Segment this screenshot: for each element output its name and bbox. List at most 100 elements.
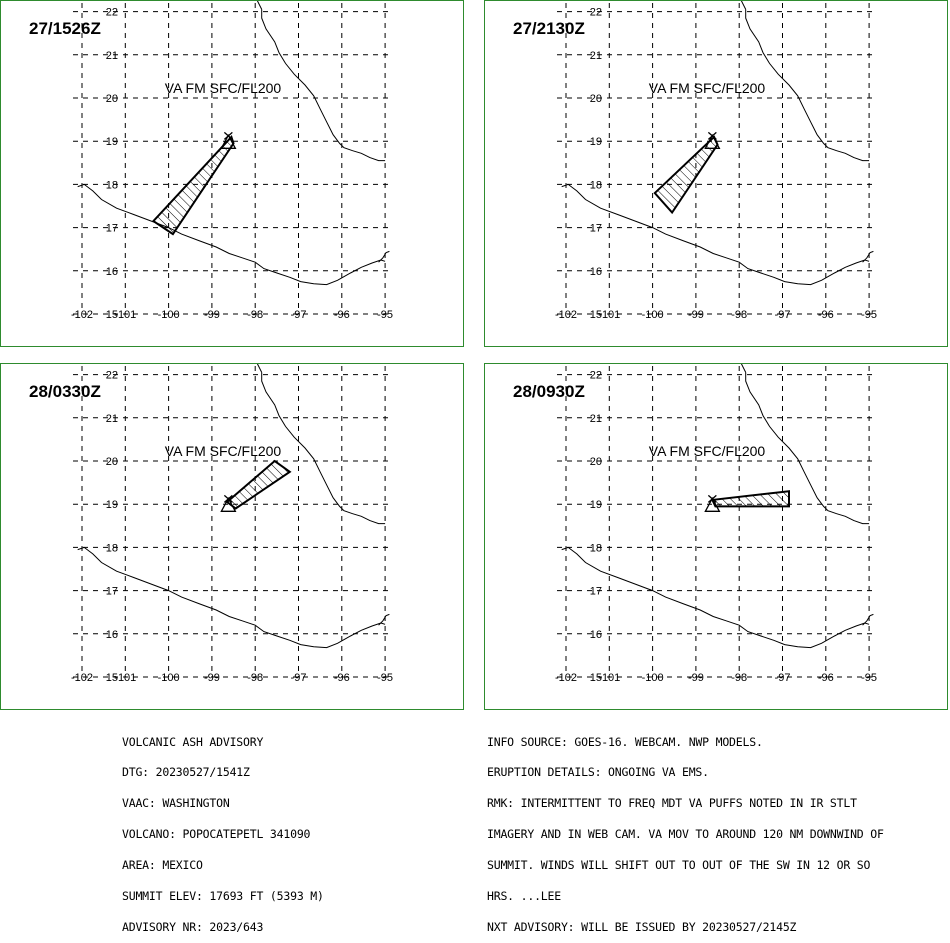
- map-panel-4: 15 16 17 18 19 20 21 22 -102 -101 -100 -99 -98 -97 -96…: [484, 363, 948, 710]
- coastline: [256, 1, 263, 10]
- ash-cloud-polygon: [710, 490, 790, 508]
- lon-tick-label: -95: [377, 309, 393, 321]
- info-line: INFO SOURCE: GOES-16. WEBCAM. NWP MODELS…: [487, 734, 763, 749]
- lat-tick-label: 21: [106, 50, 118, 62]
- lon-tick-label: -97: [291, 672, 307, 684]
- lon-tick-label: -98: [731, 309, 747, 321]
- coastline: [256, 364, 263, 373]
- info-line: VAAC: WASHINGTON: [122, 796, 230, 811]
- lon-tick-label: -97: [775, 309, 791, 321]
- lon-tick-label: -98: [731, 672, 747, 684]
- coastline: [740, 364, 747, 373]
- lat-tick-label: 16: [590, 629, 602, 641]
- info-line: IMAGERY AND IN WEB CAM. VA MOV TO AROUND…: [487, 827, 884, 842]
- info-line: HRS. ...LEE: [487, 889, 561, 904]
- lat-tick-label: 17: [106, 586, 118, 598]
- map-panel-2: 15 16 17 18 19 20 21 22 -102 -101 -100 -99 -98 -97 -96…: [484, 0, 948, 347]
- volcano-icon: [220, 133, 237, 149]
- coastline: [77, 546, 386, 649]
- volcano-summit-icon: [707, 131, 717, 140]
- lat-tick-label: 20: [106, 456, 118, 468]
- info-line: ADVISORY NR: 2023/643: [122, 919, 264, 934]
- lat-tick-label: 15: [106, 672, 118, 684]
- lat-tick-label: 21: [590, 50, 602, 62]
- coastline: [745, 9, 870, 162]
- info-line: DTG: 20230527/1541Z: [122, 765, 250, 780]
- lon-tick-label: -101: [598, 672, 620, 684]
- info-line: VOLCANIC ASH ADVISORY: [122, 734, 264, 749]
- info-line: AREA: MEXICO: [122, 858, 203, 873]
- map-svg: 15 16 17 18 19 20 21 22 -102 -101 -100 -99 -98 -97 -96…: [555, 364, 877, 684]
- coastline: [862, 250, 874, 263]
- lat-tick-label: 19: [106, 136, 118, 148]
- lat-tick-label: 22: [106, 370, 118, 382]
- lon-tick-label: -102: [555, 672, 577, 684]
- lon-tick-label: -96: [334, 672, 350, 684]
- lon-tick-label: -95: [861, 672, 877, 684]
- info-line: ERUPTION DETAILS: ONGOING VA EMS.: [487, 765, 709, 780]
- volcano-summit-icon: [707, 494, 717, 503]
- coastline: [862, 613, 874, 626]
- map-svg: 15 16 17 18 19 20 21 22 -102 -101 -100 -99 -98 -97 -96…: [71, 364, 393, 684]
- lon-tick-label: -101: [598, 309, 620, 321]
- ash-cloud-polygon: [225, 459, 292, 510]
- lat-tick-label: 20: [590, 456, 602, 468]
- lon-tick-label: -98: [247, 672, 263, 684]
- ash-level-label: VA FM SFC/FL200: [649, 80, 766, 96]
- coastline: [745, 372, 870, 525]
- volcano-icon: [704, 133, 721, 149]
- panel-time: 27/1526Z: [29, 19, 101, 38]
- lon-tick-label: -96: [818, 309, 834, 321]
- lat-tick-label: 15: [590, 309, 602, 321]
- lat-tick-label: 15: [590, 672, 602, 684]
- lon-tick-label: -99: [204, 309, 220, 321]
- lat-tick-label: 18: [106, 179, 118, 191]
- lat-tick-label: 22: [590, 7, 602, 19]
- lon-tick-label: -96: [334, 309, 350, 321]
- info-line: SUMMIT ELEV: 17693 FT (5393 M): [122, 889, 324, 904]
- info-line: NXT ADVISORY: WILL BE ISSUED BY 20230527…: [487, 919, 797, 934]
- lon-tick-label: -99: [688, 672, 704, 684]
- info-line: SUMMIT. WINDS WILL SHIFT OUT TO OUT OF T…: [487, 858, 871, 873]
- lat-tick-label: 21: [590, 413, 602, 425]
- panel-time: 28/0930Z: [513, 382, 585, 401]
- ash-level-label: VA FM SFC/FL200: [165, 443, 282, 459]
- coastline: [561, 546, 870, 649]
- volcano-icon: [704, 496, 721, 512]
- lat-tick-label: 15: [106, 309, 118, 321]
- ash-level-label: VA FM SFC/FL200: [165, 80, 282, 96]
- lat-tick-label: 17: [590, 586, 602, 598]
- lon-tick-label: -102: [555, 309, 577, 321]
- map-svg: 15 16 17 18 19 20 21 22 -102 -101 -100 -99 -98 -97 -96…: [555, 1, 877, 321]
- lon-tick-label: -95: [377, 672, 393, 684]
- coastline: [740, 1, 747, 10]
- lat-tick-label: 19: [590, 136, 602, 148]
- lat-tick-label: 20: [106, 93, 118, 105]
- lat-tick-label: 21: [106, 413, 118, 425]
- volcano-summit-icon: [223, 494, 233, 503]
- coastline: [378, 613, 390, 626]
- map-panel-1: 15 16 17 18 19 20 21 22 -102 -101 -100 -99 -98 -97 -96…: [0, 0, 464, 347]
- coastline: [261, 9, 386, 162]
- volcano-summit-icon: [223, 131, 233, 140]
- lon-tick-label: -95: [861, 309, 877, 321]
- lon-tick-label: -101: [114, 672, 136, 684]
- lon-tick-label: -97: [775, 672, 791, 684]
- lat-tick-label: 22: [106, 7, 118, 19]
- coastline: [261, 372, 386, 525]
- lat-tick-label: 17: [106, 223, 118, 235]
- info-line: VOLCANO: POPOCATEPETL 341090: [122, 827, 311, 842]
- lat-tick-label: 16: [590, 266, 602, 278]
- map-svg: 15 16 17 18 19 20 21 22 -102 -101 -100 -99 -98 -97 -96…: [71, 1, 393, 321]
- lon-tick-label: -100: [642, 309, 664, 321]
- lat-tick-label: 18: [590, 179, 602, 191]
- info-line: RMK: INTERMITTENT TO FREQ MDT VA PUFFS N…: [487, 796, 857, 811]
- lat-tick-label: 19: [590, 499, 602, 511]
- coastline: [77, 183, 386, 286]
- lon-tick-label: -97: [291, 309, 307, 321]
- lat-tick-label: 18: [106, 542, 118, 554]
- panel-time: 28/0330Z: [29, 382, 101, 401]
- lat-tick-label: 16: [106, 266, 118, 278]
- lon-tick-label: -102: [71, 672, 93, 684]
- lat-tick-label: 19: [106, 499, 118, 511]
